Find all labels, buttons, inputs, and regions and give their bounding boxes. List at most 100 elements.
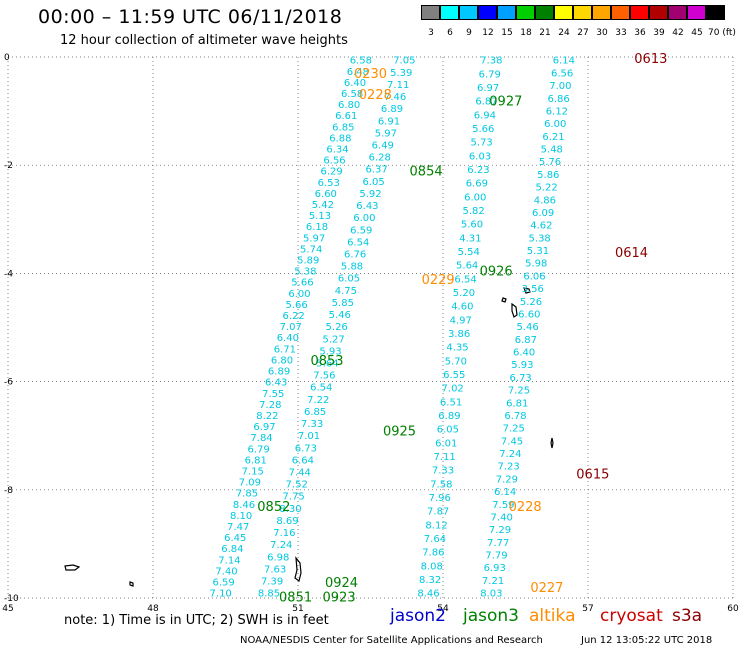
island-outline	[501, 297, 507, 303]
map-title: 00:00 – 11:59 UTC 06/11/2018	[38, 6, 343, 28]
swh-value: 5.97	[375, 128, 397, 139]
swh-value: 5.42	[312, 200, 334, 211]
colorbar-swatch	[535, 5, 554, 20]
swh-value: 3.56	[522, 284, 544, 295]
swh-value: 6.89	[438, 411, 460, 422]
swh-value: 5.27	[322, 334, 344, 345]
swh-value: 7.25	[508, 386, 530, 397]
pass-time-label: 0923	[323, 590, 356, 605]
swh-value: 7.56	[313, 371, 335, 382]
x-tick-label: 51	[292, 604, 303, 614]
x-tick-label: 54	[437, 604, 449, 614]
swh-value: 7.63	[264, 564, 286, 575]
x-tick-label: 57	[582, 604, 593, 614]
legend-jason3: jason3	[463, 606, 519, 626]
swh-value: 6.80	[338, 100, 360, 111]
swh-value: 6.40	[513, 348, 535, 359]
swh-value: 4.60	[451, 302, 473, 313]
swh-value: 6.40	[344, 78, 366, 89]
x-tick-label: 45	[2, 604, 13, 614]
colorbar-swatch	[478, 5, 497, 20]
swh-track: 7.38 6.79 6.97 6.87 6.94 5.66 5.73 6.03 6.23 6.69…	[417, 56, 502, 600]
swh-value: 8.46	[233, 500, 255, 511]
swh-value: 6.76	[344, 249, 366, 260]
swh-value: 5.82	[462, 206, 484, 217]
x-tick-label: 60	[727, 604, 739, 614]
swh-value: 7.96	[429, 493, 451, 504]
pass-time-label: 0228	[359, 88, 392, 103]
swh-value: 8.08	[421, 561, 443, 572]
y-tick-label: -10	[4, 594, 19, 604]
swh-value: 7.09	[239, 478, 261, 489]
colorbar-label: 12	[482, 28, 494, 38]
swh-value: 6.64	[292, 455, 314, 466]
grid-lines	[7, 56, 734, 599]
swh-value: 6.54	[454, 274, 476, 285]
colorbar-label: 21	[539, 28, 551, 38]
swh-value: 6.01	[435, 438, 457, 449]
swh-track: 6.586.486.406.586.806.616.856.886.346.56…	[210, 56, 372, 600]
swh-value: 5.66	[285, 300, 307, 311]
swh-value: 7.29	[489, 525, 511, 536]
swh-value: 5.74	[300, 244, 322, 255]
swh-value: 6.78	[504, 411, 526, 422]
swh-value: 7.47	[227, 522, 249, 533]
swh-value: 7.33	[301, 419, 323, 430]
swh-value: 6.71	[274, 344, 296, 355]
swh-value: 5.22	[535, 183, 557, 194]
swh-value: 7.01	[298, 431, 320, 442]
swh-value: 6.73	[295, 443, 317, 454]
swh-value: 6.48	[347, 67, 369, 78]
swh-value: 7.38	[480, 56, 502, 67]
island-outline	[129, 581, 134, 587]
swh-value: 6.93	[484, 563, 506, 574]
colorbar-label: 42	[672, 28, 684, 38]
swh-track: 6.146.567.006.866.126.006.215.485.765.86…	[480, 56, 575, 600]
y-tick-label: -8	[4, 486, 13, 496]
swh-value: 6.14	[494, 487, 516, 498]
swh-value: 7.25	[503, 424, 525, 435]
swh-value: 5.85	[332, 298, 354, 309]
swh-value: 7.10	[210, 589, 232, 600]
swh-value: 5.66	[472, 124, 494, 135]
swh-value: 7.15	[242, 466, 264, 477]
colorbar-swatch	[668, 5, 687, 20]
swh-value: 5.20	[453, 288, 475, 299]
colorbar-label: 9	[466, 28, 472, 38]
swh-value: 6.00	[464, 192, 486, 203]
swh-value: 6.56	[323, 156, 345, 167]
swh-value: 6.94	[474, 110, 496, 121]
swh-value: 6.21	[542, 132, 564, 143]
swh-value: 4.31	[459, 233, 481, 244]
swh-value: 7.14	[218, 555, 240, 566]
swh-value: 5.54	[458, 247, 480, 258]
swh-value: 7.45	[501, 436, 523, 447]
swh-value: 6.97	[253, 422, 275, 433]
swh-value: 8.32	[419, 575, 441, 586]
swh-value: 6.23	[467, 165, 489, 176]
swh-value: 6.45	[224, 533, 246, 544]
swh-value: 6.00	[288, 289, 310, 300]
swh-value: 5.88	[341, 262, 363, 273]
swh-value: 7.86	[422, 548, 444, 559]
swh-value: 7.40	[215, 566, 237, 577]
swh-value: 8.69	[276, 516, 298, 527]
pass-time-label: 0853	[310, 354, 343, 369]
y-tick-label: -6	[4, 378, 13, 388]
swh-value: 5.13	[309, 211, 331, 222]
colorbar-swatch	[421, 5, 440, 20]
swh-value: 8.10	[230, 511, 252, 522]
swh-value: 5.60	[461, 220, 483, 231]
pass-time-label: 0924	[325, 576, 358, 591]
pass-time-label: 0852	[257, 500, 290, 515]
swh-value: 6.80	[271, 355, 293, 366]
pass-time-labels: 0613 0230 0228 0927 0854 0614 0926 0229 0853 0925…	[257, 52, 667, 605]
swh-value: 8.12	[425, 520, 447, 531]
swh-value: 8.85	[258, 589, 280, 600]
swh-value: 4.86	[534, 195, 556, 206]
footer-timestamp: Jun 12 13:05:22 UTC 2018	[581, 635, 713, 646]
swh-value: 5.64	[456, 261, 478, 272]
swh-value: 6.40	[277, 333, 299, 344]
colorbar-label: 6	[447, 28, 453, 38]
swh-value: 7.46	[384, 92, 406, 103]
